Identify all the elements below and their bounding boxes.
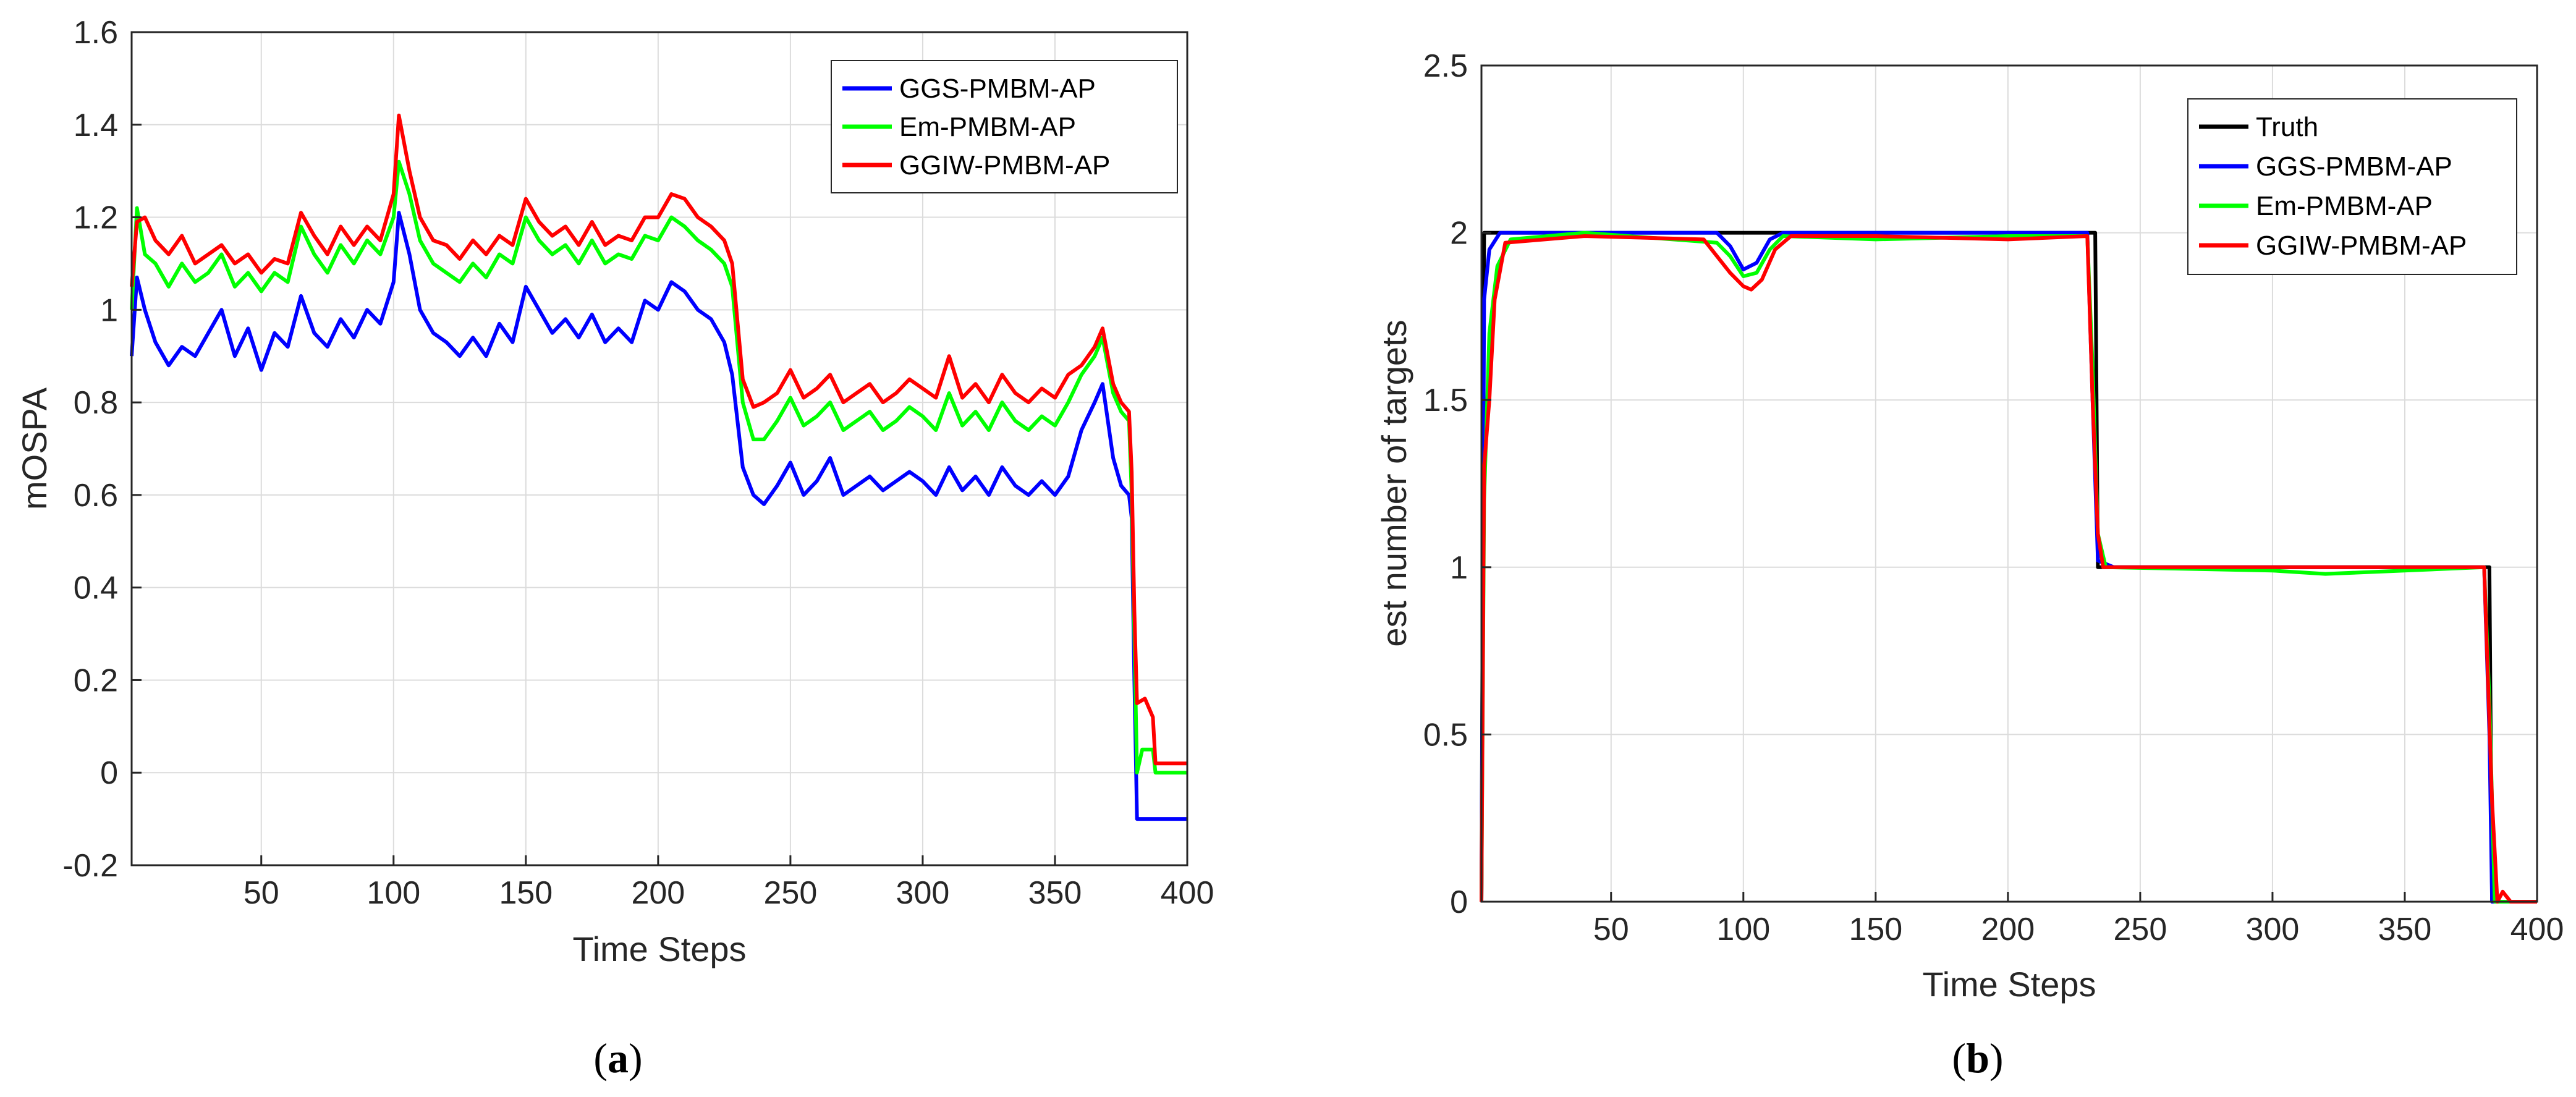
y-tick-label: 0 bbox=[100, 755, 118, 791]
y-tick-label: -0.2 bbox=[62, 848, 118, 884]
x-tick-label: 200 bbox=[631, 875, 685, 911]
caption-b: (b) bbox=[1952, 1035, 2003, 1082]
x-tick-label: 50 bbox=[244, 875, 279, 911]
legend-label: Em-PMBM-AP bbox=[2256, 191, 2433, 221]
x-axis-label: Time Steps bbox=[572, 930, 746, 968]
caption-letter: b bbox=[1966, 1035, 1989, 1082]
y-tick-label: 1.6 bbox=[74, 15, 118, 51]
x-tick-label: 400 bbox=[2510, 912, 2564, 947]
y-tick-label: 2.5 bbox=[1423, 48, 1468, 84]
x-tick-label: 200 bbox=[1981, 912, 2035, 947]
y-tick-label: 0.4 bbox=[74, 570, 118, 606]
x-tick-label: 250 bbox=[2114, 912, 2167, 947]
caption-close: ) bbox=[1989, 1035, 2004, 1082]
y-tick-label: 1.4 bbox=[74, 108, 118, 143]
x-tick-label: 300 bbox=[896, 875, 950, 911]
legend-label: GGS-PMBM-AP bbox=[2256, 151, 2452, 182]
legend-label: Truth bbox=[2256, 112, 2318, 142]
y-tick-label: 1.5 bbox=[1423, 383, 1468, 418]
legend-label: GGIW-PMBM-AP bbox=[2256, 231, 2467, 261]
y-tick-label: 2 bbox=[1450, 216, 1468, 252]
series-line-ggiw-pmbm-ap bbox=[130, 113, 1187, 766]
x-tick-label: 400 bbox=[1161, 875, 1214, 911]
x-tick-label: 50 bbox=[1593, 912, 1629, 947]
x-tick-label: 350 bbox=[1028, 875, 1082, 911]
y-tick-label: 0.5 bbox=[1423, 717, 1468, 753]
y-tick-label: 0.8 bbox=[74, 385, 118, 421]
y-tick-label: 0 bbox=[1450, 884, 1468, 920]
legend-label: Em-PMBM-AP bbox=[899, 112, 1076, 142]
y-axis-label: mOSPA bbox=[15, 387, 54, 510]
x-tick-label: 150 bbox=[1849, 912, 1902, 947]
x-tick-label: 300 bbox=[2246, 912, 2300, 947]
y-tick-label: 0.2 bbox=[74, 663, 118, 698]
y-tick-labels: -0.2 0 0.2 0.4 0.6 0.8 1 1.2 1.4 1.6 bbox=[62, 15, 142, 884]
chart-panel-a: 50 100 150 200 250 300 350 400 -0.2 0 0.2 0.4 0.6 0.… bbox=[15, 15, 1214, 1082]
series-group bbox=[130, 113, 1187, 821]
x-tick-label: 250 bbox=[764, 875, 818, 911]
legend: Truth GGS-PMBM-AP Em-PMBM-AP GGIW-PMBM-AP bbox=[2187, 98, 2517, 275]
plot-frame bbox=[1480, 64, 2538, 903]
x-tick-labels: 50 100 150 200 250 300 350 400 bbox=[244, 855, 1214, 911]
caption-open: ( bbox=[593, 1035, 608, 1082]
x-tick-label: 350 bbox=[2378, 912, 2432, 947]
x-tick-label: 100 bbox=[1716, 912, 1770, 947]
chart-panel-b: 50 100 150 200 250 300 350 400 0 0.5 1 1.5 2 2.5 Tim… bbox=[1375, 48, 2564, 1082]
y-tick-labels: 0 0.5 1 1.5 2 2.5 bbox=[1423, 48, 1491, 920]
x-tick-label: 100 bbox=[366, 875, 420, 911]
y-tick-label: 1 bbox=[100, 292, 118, 328]
caption-letter: a bbox=[608, 1035, 629, 1082]
y-tick-label: 1.2 bbox=[74, 200, 118, 236]
x-tick-label: 150 bbox=[499, 875, 553, 911]
series-line-ggs-pmbm-ap bbox=[130, 211, 1187, 821]
series-line-em-pmbm-ap bbox=[130, 159, 1187, 775]
series-line-ggiw-pmbm-ap bbox=[1480, 234, 2537, 904]
y-tick-label: 1 bbox=[1450, 550, 1468, 586]
legend: GGS-PMBM-AP Em-PMBM-AP GGIW-PMBM-AP bbox=[831, 60, 1178, 193]
caption-open: ( bbox=[1952, 1035, 1966, 1082]
legend-label: GGIW-PMBM-AP bbox=[899, 150, 1110, 180]
x-tick-labels: 50 100 150 200 250 300 350 400 bbox=[1593, 892, 2564, 947]
plot-frame bbox=[130, 31, 1188, 866]
y-axis-label: est number of targets bbox=[1375, 320, 1413, 646]
y-tick-label: 0.6 bbox=[74, 478, 118, 514]
caption-a: (a) bbox=[593, 1035, 642, 1082]
caption-close: ) bbox=[629, 1035, 643, 1082]
x-axis-label: Time Steps bbox=[1922, 965, 2096, 1004]
legend-label: GGS-PMBM-AP bbox=[899, 74, 1096, 104]
